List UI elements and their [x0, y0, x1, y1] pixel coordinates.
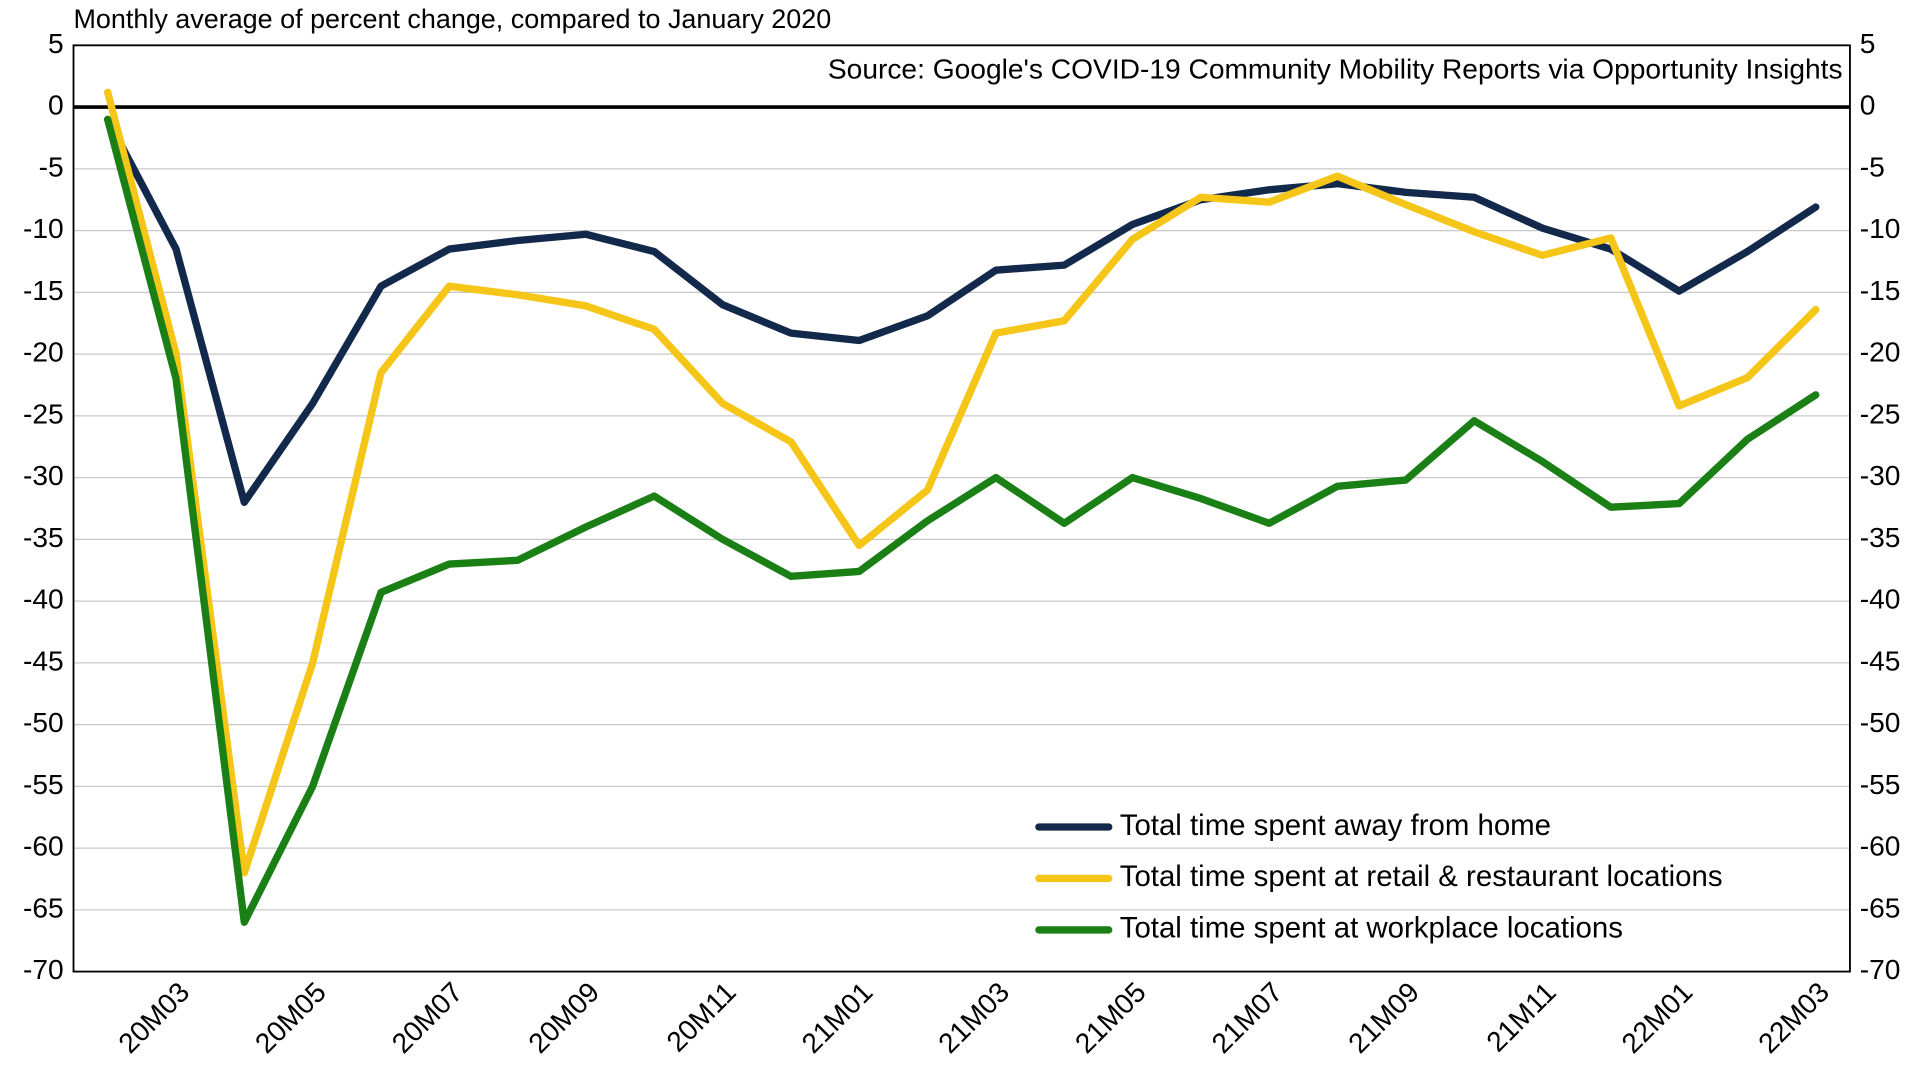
y2-tick-label: -10	[1860, 212, 1901, 244]
x-tick-label: 21M07	[1205, 976, 1289, 1060]
y2-tick-label: -20	[1860, 336, 1901, 368]
legend-label: Total time spent away from home	[1120, 809, 1551, 842]
y2-tick-label: -70	[1860, 953, 1901, 985]
x-tick-label: 20M05	[248, 976, 332, 1060]
y-tick-label: -45	[23, 644, 64, 676]
legend-label: Total time spent at workplace locations	[1120, 912, 1623, 945]
y-tick-label: -70	[23, 953, 64, 985]
y-tick-label: -40	[23, 583, 64, 615]
y-tick-label: 5	[48, 27, 64, 59]
y2-tick-label: -50	[1860, 706, 1901, 738]
source-note: Source: Google's COVID-19 Community Mobi…	[828, 52, 1843, 84]
y2-tick-label: 0	[1860, 89, 1876, 121]
y-tick-label: -10	[23, 212, 64, 244]
plot-frame	[72, 44, 1851, 973]
x-tick-label: 21M09	[1342, 976, 1426, 1060]
x-tick-label: 22M03	[1752, 976, 1836, 1060]
x-tick-label: 21M11	[1480, 976, 1562, 1058]
y2-tick-label: -15	[1860, 274, 1901, 306]
y2-tick-label: -65	[1860, 891, 1901, 923]
y-tick-label: -60	[23, 830, 64, 862]
series-line	[104, 88, 1820, 877]
y2-tick-label: -45	[1860, 644, 1901, 676]
y2-tick-label: -55	[1860, 768, 1901, 800]
x-tick-label: 21M05	[1068, 976, 1152, 1060]
chart-title: Monthly average of percent change, compa…	[74, 4, 832, 34]
y-tick-label: -55	[23, 768, 64, 800]
y2-tick-label: -25	[1860, 397, 1901, 429]
y-tick-label: -65	[23, 891, 64, 923]
y-tick-label: -25	[23, 397, 64, 429]
y-tick-label: 0	[48, 89, 64, 121]
y2-tick-label: -30	[1860, 459, 1901, 491]
x-tick-label: 20M11	[660, 976, 742, 1058]
y-tick-label: -15	[23, 274, 64, 306]
x-tick-label: 21M01	[795, 976, 879, 1060]
x-tick-label: 21M03	[932, 976, 1016, 1060]
y-tick-label: -35	[23, 521, 64, 553]
legend-label: Total time spent at retail & restaurant …	[1120, 860, 1723, 893]
y-tick-label: -20	[23, 336, 64, 368]
y2-tick-label: -35	[1860, 521, 1901, 553]
y2-tick-label: -40	[1860, 583, 1901, 615]
y-tick-label: -50	[23, 706, 64, 738]
y2-tick-label: -60	[1860, 830, 1901, 862]
y2-tick-label: -5	[1860, 150, 1885, 182]
y-tick-label: -30	[23, 459, 64, 491]
series-line	[104, 115, 1820, 926]
x-tick-label: 22M01	[1615, 976, 1699, 1060]
y-tick-label: -5	[39, 150, 64, 182]
x-tick-label: 20M09	[522, 976, 606, 1060]
x-tick-label: 20M03	[112, 976, 196, 1060]
x-tick-label: 20M07	[385, 976, 469, 1060]
series-line	[104, 115, 1820, 507]
y2-tick-label: 5	[1860, 27, 1876, 59]
